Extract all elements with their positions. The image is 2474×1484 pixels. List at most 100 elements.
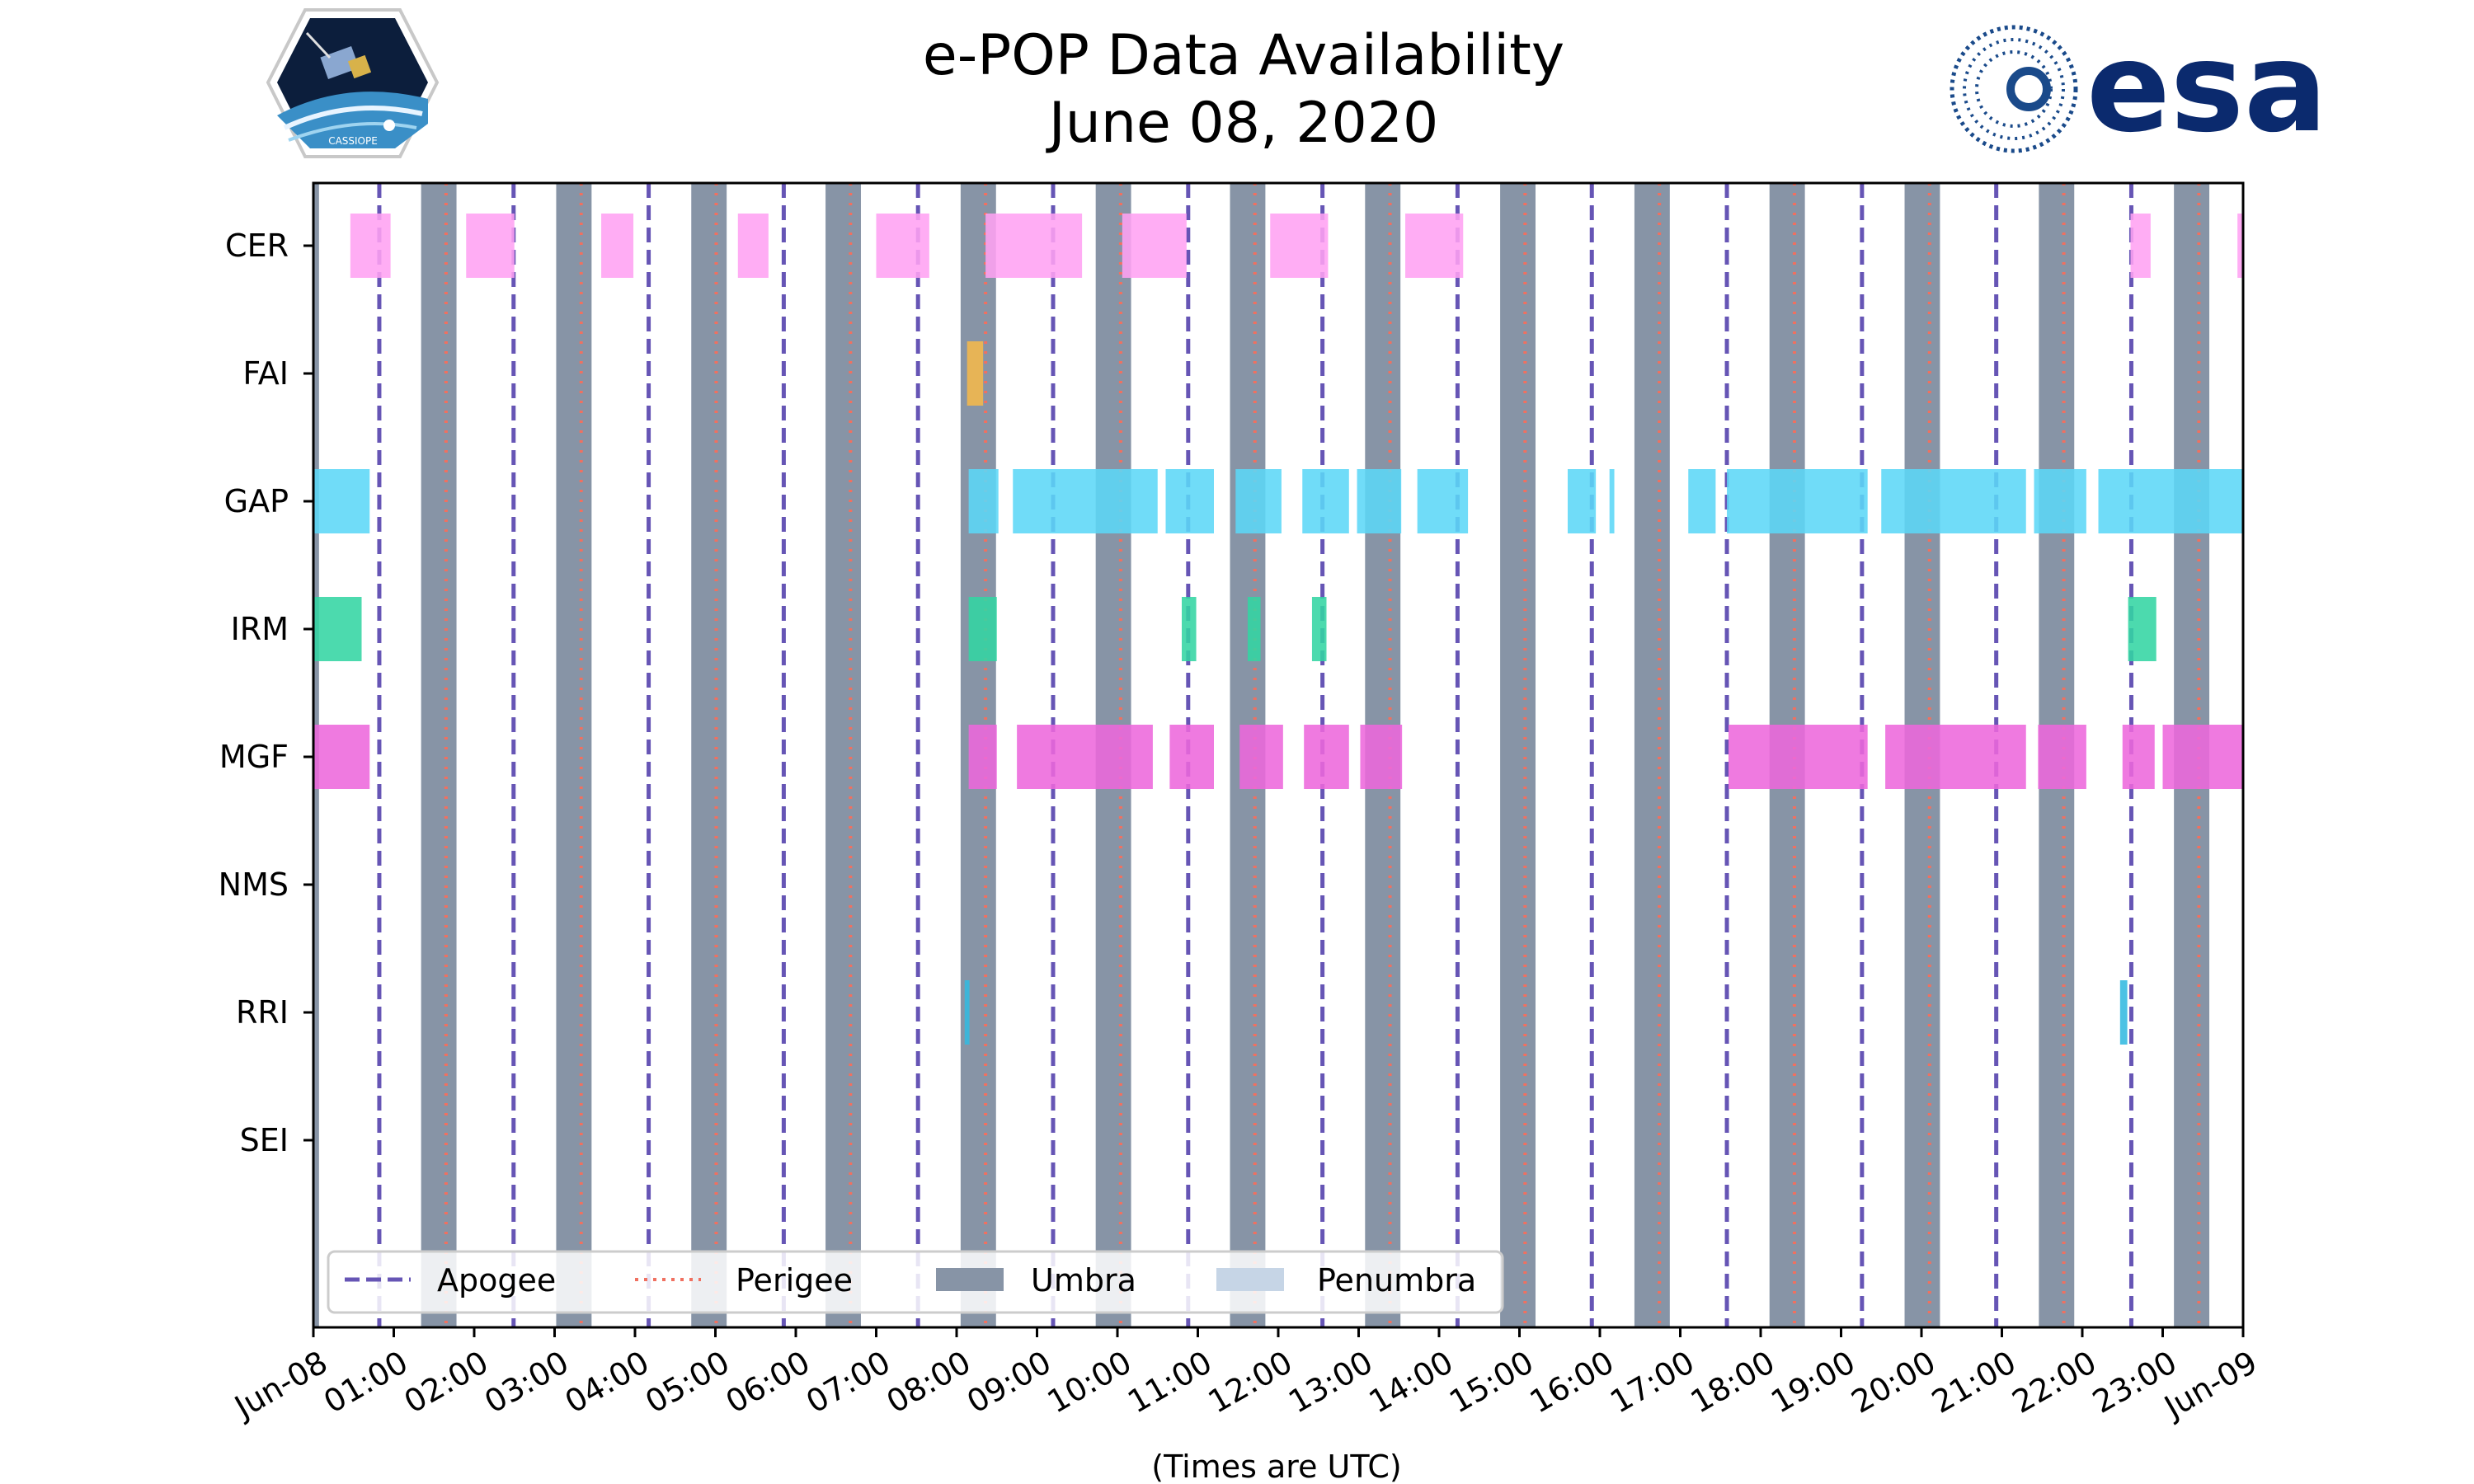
x-tick-label-24: Jun-09 [2157, 1344, 2264, 1426]
bar-cer-7 [1270, 214, 1329, 278]
bar-gap-12 [1881, 469, 2026, 533]
bar-irm-1 [968, 597, 997, 661]
bar-mgf-0 [313, 725, 370, 789]
bar-gap-4 [1235, 469, 1282, 533]
bar-mgf-4 [1239, 725, 1283, 789]
bar-cer-6 [1122, 214, 1187, 278]
bar-gap-3 [1165, 469, 1214, 533]
x-tick-label-22: 22:00 [2006, 1344, 2103, 1421]
bar-cer-0 [350, 214, 391, 278]
bar-cer-2 [601, 214, 634, 278]
x-tick-label-11: 11:00 [1122, 1344, 1218, 1421]
bar-rri-1 [2119, 980, 2128, 1045]
esa-logo-text: esa [2086, 16, 2327, 160]
umbra-band-10 [1634, 183, 1670, 1327]
x-tick-label-13: 13:00 [1282, 1344, 1379, 1421]
legend-penumbra-label: Penumbra [1317, 1262, 1476, 1298]
y-tick-label-fai: FAI [242, 355, 289, 392]
y-tick-label-irm: IRM [231, 611, 289, 647]
apogee-lines [377, 183, 2133, 1327]
x-axis: Jun-0801:0002:0003:0004:0005:0006:0007:0… [228, 1327, 2264, 1426]
bar-cer-4 [876, 214, 929, 278]
y-tick-label-gap: GAP [224, 483, 289, 519]
x-tick-label-21: 21:00 [1926, 1344, 2022, 1421]
bar-gap-9 [1609, 469, 1615, 533]
bar-mgf-10 [2122, 725, 2155, 789]
chart-title-line1: e-POP Data Availability [923, 23, 1564, 88]
bar-cer-8 [1405, 214, 1464, 278]
bar-mgf-5 [1304, 725, 1349, 789]
umbra-band-4 [825, 183, 861, 1327]
x-tick-label-17: 17:00 [1604, 1344, 1700, 1421]
y-tick-label-sei: SEI [240, 1122, 289, 1158]
umbra-band-3 [691, 183, 727, 1327]
x-tick-label-2: 02:00 [398, 1344, 495, 1421]
x-tick-label-7: 07:00 [800, 1344, 896, 1421]
bar-gap-11 [1727, 469, 1868, 533]
x-tick-label-6: 06:00 [720, 1344, 816, 1421]
x-tick-label-9: 09:00 [961, 1344, 1057, 1421]
legend-penumbra-swatch [1216, 1268, 1284, 1291]
x-tick-label-5: 05:00 [639, 1344, 736, 1421]
availability-bars [313, 214, 2243, 1045]
bar-gap-2 [1013, 469, 1158, 533]
legend-umbra-label: Umbra [1031, 1262, 1136, 1298]
x-tick-label-8: 08:00 [881, 1344, 977, 1421]
esa-logo: esa [1950, 16, 2327, 160]
bar-mgf-8 [1885, 725, 2026, 789]
chart-title-line2: June 08, 2020 [1046, 91, 1439, 156]
bar-mgf-3 [1169, 725, 1214, 789]
x-tick-label-10: 10:00 [1042, 1344, 1138, 1421]
bar-cer-3 [737, 214, 769, 278]
bar-cer-9 [2130, 214, 2151, 278]
legend-apogee-label: Apogee [437, 1262, 556, 1298]
bar-gap-5 [1302, 469, 1349, 533]
y-tick-label-rri: RRI [236, 994, 289, 1031]
bar-mgf-7 [1729, 725, 1868, 789]
legend: Apogee Perigee Umbra Penumbra [327, 1250, 1504, 1314]
legend-frame [327, 1250, 1504, 1314]
bar-gap-0 [313, 469, 370, 533]
y-tick-label-cer: CER [225, 228, 289, 264]
umbra-band-9 [1500, 183, 1536, 1327]
bar-cer-5 [985, 214, 1083, 278]
x-axis-label: (Times are UTC) [1151, 1449, 1401, 1484]
bar-mgf-2 [1017, 725, 1153, 789]
y-axis: CER FAI GAP IRM MGF NMS RRI SEI [219, 228, 313, 1158]
bar-irm-3 [1247, 597, 1261, 661]
bar-irm-0 [313, 597, 362, 661]
bar-cer-1 [466, 214, 515, 278]
x-tick-label-20: 20:00 [1846, 1344, 1942, 1421]
bar-mgf-6 [1360, 725, 1403, 789]
cassiope-logo-text: CASSIOPE [328, 135, 378, 147]
x-tick-label-4: 04:00 [559, 1344, 656, 1421]
x-tick-label-14: 14:00 [1363, 1344, 1460, 1421]
bar-irm-5 [2128, 597, 2157, 661]
bar-irm-4 [1311, 597, 1327, 661]
bar-mgf-1 [968, 725, 997, 789]
bar-mgf-11 [2162, 725, 2243, 789]
bar-rri-0 [964, 980, 970, 1045]
x-tick-label-3: 03:00 [478, 1344, 575, 1421]
x-tick-label-12: 12:00 [1202, 1344, 1299, 1421]
umbra-band-2 [556, 183, 592, 1327]
x-tick-label-1: 01:00 [317, 1344, 414, 1421]
y-tick-label-nms: NMS [219, 866, 289, 903]
umbra-band-1 [421, 183, 457, 1327]
bar-gap-13 [2034, 469, 2086, 533]
bar-gap-14 [2098, 469, 2243, 533]
bar-mgf-9 [2038, 725, 2086, 789]
legend-perigee-label: Perigee [736, 1262, 853, 1298]
x-tick-label-15: 15:00 [1443, 1344, 1540, 1421]
x-tick-label-0: Jun-08 [228, 1344, 334, 1426]
bar-gap-8 [1568, 469, 1597, 533]
y-tick-label-mgf: MGF [219, 739, 289, 775]
x-tick-label-16: 16:00 [1524, 1344, 1620, 1421]
bar-gap-10 [1688, 469, 1716, 533]
bar-irm-2 [1182, 597, 1197, 661]
bar-gap-7 [1417, 469, 1469, 533]
legend-umbra-swatch [936, 1268, 1004, 1291]
x-tick-label-19: 19:00 [1765, 1344, 1861, 1421]
cassiope-logo: CASSIOPE [266, 8, 440, 158]
